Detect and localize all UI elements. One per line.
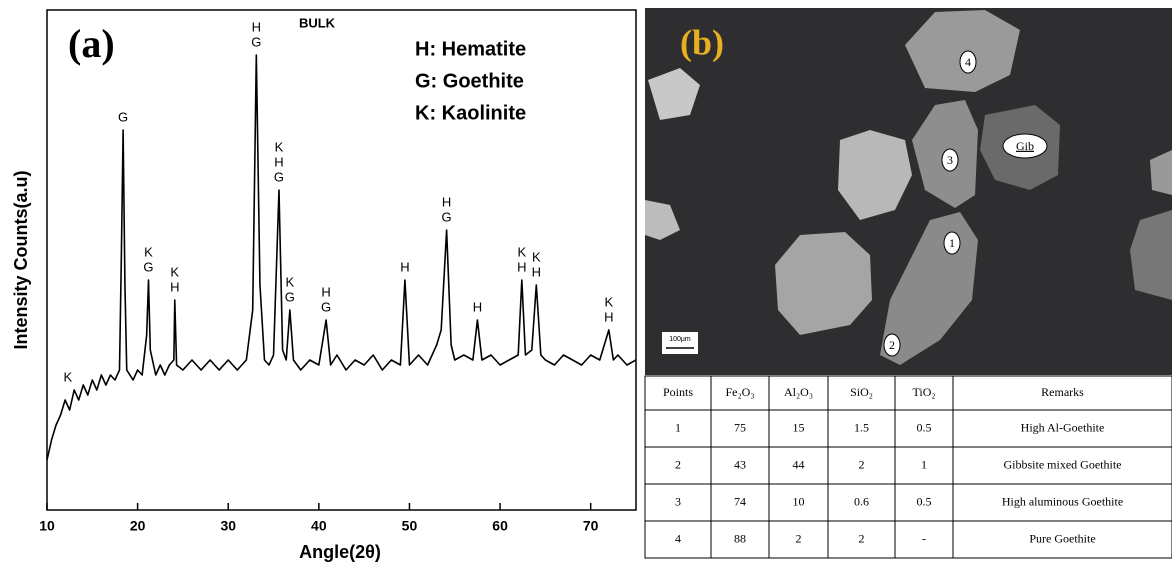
peak-label: G — [321, 299, 331, 314]
data-table: Points Fe₂O₃ Al₂O₃ SiO₂ TiO₂ Remarks 1 75 15 1.5 0… — [645, 376, 1172, 558]
peak-label: K — [532, 249, 541, 264]
figure: (a) BULK Angle(2θ) Intensity Counts(a.u)… — [0, 0, 1172, 569]
peak-label: K — [144, 244, 153, 259]
table-cell: 0.6 — [854, 494, 869, 508]
x-tick-label: 20 — [130, 518, 146, 534]
peak-label: H — [274, 154, 283, 169]
peak-label: H — [252, 19, 261, 34]
table-cell: 10 — [793, 494, 805, 508]
peak-label: H — [532, 264, 541, 279]
peak-label: H — [473, 299, 482, 314]
x-axis-label: Angle(2θ) — [299, 542, 381, 562]
x-tick-label: 50 — [402, 518, 418, 534]
legend-entry: H: Hematite — [415, 38, 526, 60]
table-cell: 43 — [734, 457, 746, 471]
table-cell: 1 — [921, 457, 927, 471]
table-cell: 2 — [675, 457, 681, 471]
legend-entry: K: Kaolinite — [415, 102, 526, 124]
table-cell: 74 — [734, 494, 746, 508]
point-label: 1 — [949, 236, 955, 250]
panel-label: (a) — [68, 21, 115, 66]
peak-label: G — [274, 169, 284, 184]
table-header: Fe₂O₃ — [725, 385, 754, 399]
table-cell: High aluminous Goethite — [1002, 494, 1123, 508]
table-cell: 0.5 — [917, 420, 932, 434]
peak-label: H — [170, 279, 179, 294]
peak-label: H — [517, 259, 526, 274]
table-cell: 0.5 — [917, 494, 932, 508]
table-cell: 4 — [675, 531, 681, 545]
table-header: TiO₂ — [912, 385, 935, 399]
peak-label: K — [170, 264, 179, 279]
table-cell: 15 — [793, 420, 805, 434]
point-label: 2 — [889, 338, 895, 352]
peak-label: G — [442, 209, 452, 224]
table-cell: 44 — [793, 457, 805, 471]
x-tick-label: 40 — [311, 518, 327, 534]
table-cell: 1 — [675, 420, 681, 434]
peak-label: H — [442, 194, 451, 209]
table-cell: 1.5 — [854, 420, 869, 434]
point-label: 4 — [965, 55, 971, 69]
legend-entry: G: Goethite — [415, 70, 524, 92]
table-cell: 2 — [796, 531, 802, 545]
peak-label: G — [143, 259, 153, 274]
panel-label: (b) — [680, 22, 724, 62]
peak-label: H — [400, 259, 409, 274]
table-cell: 75 — [734, 420, 746, 434]
x-tick-label: 10 — [39, 518, 55, 534]
table-cell: 3 — [675, 494, 681, 508]
peak-label: K — [64, 369, 73, 384]
y-axis-label: Intensity Counts(a.u) — [11, 170, 31, 349]
peak-label: H — [604, 309, 613, 324]
peak-label: K — [517, 244, 526, 259]
table-header: Remarks — [1041, 385, 1084, 399]
peak-label: G — [118, 109, 128, 124]
scale-bar-label: 100μm — [669, 336, 691, 343]
table-cell: 2 — [859, 457, 865, 471]
table-cell: Gibbsite mixed Goethite — [1004, 457, 1122, 471]
point-label: 3 — [947, 153, 953, 167]
table-header: Al₂O₃ — [784, 385, 813, 399]
table-cell: High Al-Goethite — [1021, 420, 1105, 434]
peak-label: K — [604, 294, 613, 309]
peak-label: K — [275, 139, 284, 154]
table-header: Points — [663, 385, 693, 399]
table-cell: 88 — [734, 531, 746, 545]
table-cell: - — [922, 531, 926, 545]
table-cell: 2 — [859, 531, 865, 545]
point-label: Gib — [1016, 139, 1034, 153]
sem-image: 1 2 3 4 Gib (b) 100μm — [645, 8, 1172, 375]
peak-label: G — [251, 34, 261, 49]
x-tick-label: 60 — [492, 518, 508, 534]
peak-label: G — [285, 289, 295, 304]
x-tick-label: 30 — [220, 518, 236, 534]
peak-label: K — [286, 274, 295, 289]
x-tick-label: 70 — [583, 518, 599, 534]
table-header: SiO₂ — [850, 385, 873, 399]
table-cell: Pure Goethite — [1029, 531, 1095, 545]
peak-label: H — [321, 284, 330, 299]
subtitle: BULK — [299, 15, 336, 30]
